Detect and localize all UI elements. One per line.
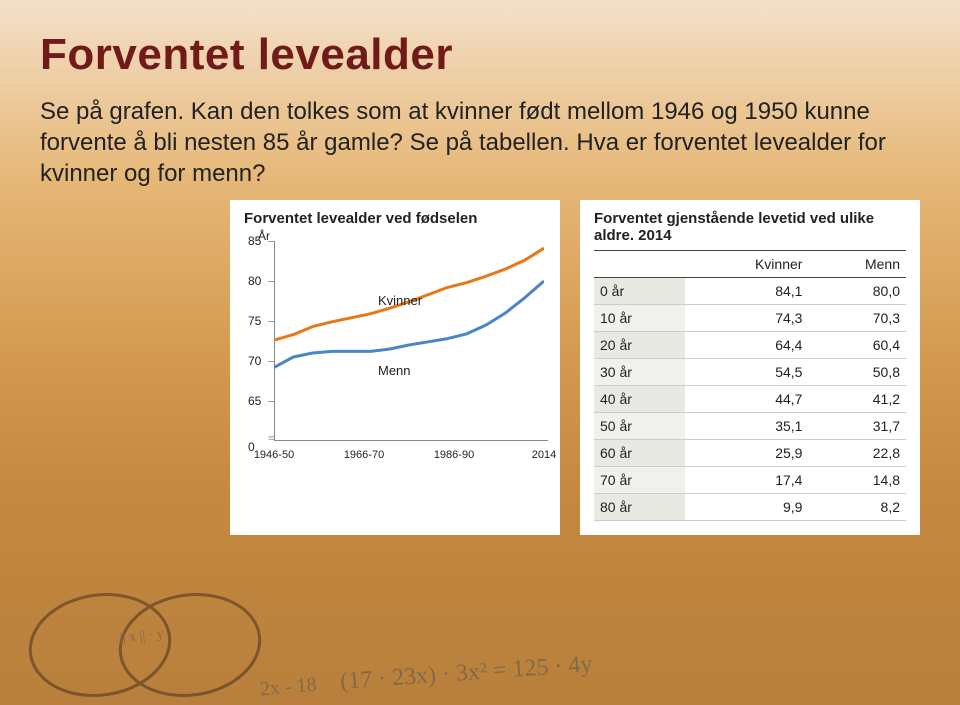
chart-plot	[274, 241, 544, 441]
table-row: 20 år64,460,4	[594, 331, 906, 358]
table-title: Forventet gjenstående levetid ved ulike …	[594, 210, 906, 244]
table-cell: 60 år	[594, 439, 685, 466]
table-header-cell	[594, 250, 685, 277]
table-row: 50 år35,131,7	[594, 412, 906, 439]
table-row: 0 år84,180,0	[594, 277, 906, 304]
table-header-row: KvinnerMenn	[594, 250, 906, 277]
table-row: 30 år54,550,8	[594, 358, 906, 385]
chart-xtick: 1966-70	[344, 449, 384, 461]
page-title: Forventet levealder	[40, 30, 920, 80]
table-cell: 8,2	[808, 493, 906, 520]
chart-ytick: 75	[248, 314, 261, 328]
table-cell: 25,9	[685, 439, 808, 466]
table-cell: 30 år	[594, 358, 685, 385]
chart-ytick: 85	[248, 234, 261, 248]
table-row: 10 år74,370,3	[594, 304, 906, 331]
table-cell: 31,7	[808, 412, 906, 439]
table-row: 80 år9,98,2	[594, 493, 906, 520]
table-cell: 44,7	[685, 385, 808, 412]
table-cell: 60,4	[808, 331, 906, 358]
table-cell: 17,4	[685, 466, 808, 493]
table-row: 60 år25,922,8	[594, 439, 906, 466]
table-row: 40 år44,741,2	[594, 385, 906, 412]
table-panel: Forventet gjenstående levetid ved ulike …	[580, 200, 920, 535]
table-cell: 41,2	[808, 385, 906, 412]
table-cell: 70,3	[808, 304, 906, 331]
chart-ytick: 65	[248, 394, 261, 408]
table-cell: 80 år	[594, 493, 685, 520]
table-cell: 20 år	[594, 331, 685, 358]
table-cell: 22,8	[808, 439, 906, 466]
table-cell: 10 år	[594, 304, 685, 331]
table-cell: 14,8	[808, 466, 906, 493]
table-cell: 64,4	[685, 331, 808, 358]
table-cell: 35,1	[685, 412, 808, 439]
chart-series-label: Menn	[378, 363, 411, 378]
table-cell: 9,9	[685, 493, 808, 520]
chart-title: Forventet levealder ved fødselen	[244, 210, 546, 227]
table-header-cell: Kvinner	[685, 250, 808, 277]
table-cell: 84,1	[685, 277, 808, 304]
table-cell: 40 år	[594, 385, 685, 412]
table-cell: 80,0	[808, 277, 906, 304]
chart-xtick: 1986-90	[434, 449, 474, 461]
chart-series-label: Kvinner	[378, 293, 422, 308]
chart-xtick: 2014	[532, 449, 556, 461]
table-cell: 74,3	[685, 304, 808, 331]
table-cell: 50 år	[594, 412, 685, 439]
table-header-cell: Menn	[808, 250, 906, 277]
chart-panel: Forventet levealder ved fødselen År 6570…	[230, 200, 560, 535]
body-text: Se på grafen. Kan den tolkes som at kvin…	[40, 96, 920, 190]
table-cell: 54,5	[685, 358, 808, 385]
line-chart: År 65707580850≈1946-501966-701986-902014…	[248, 233, 548, 473]
table-body: 0 år84,180,010 år74,370,320 år64,460,430…	[594, 277, 906, 520]
table-cell: 70 år	[594, 466, 685, 493]
table-cell: 0 år	[594, 277, 685, 304]
table-row: 70 år17,414,8	[594, 466, 906, 493]
chart-ytick: 70	[248, 354, 261, 368]
table-cell: 50,8	[808, 358, 906, 385]
chart-ytick: 80	[248, 274, 261, 288]
data-table: KvinnerMenn 0 år84,180,010 år74,370,320 …	[594, 250, 906, 521]
chart-xtick: 1946-50	[254, 449, 294, 461]
